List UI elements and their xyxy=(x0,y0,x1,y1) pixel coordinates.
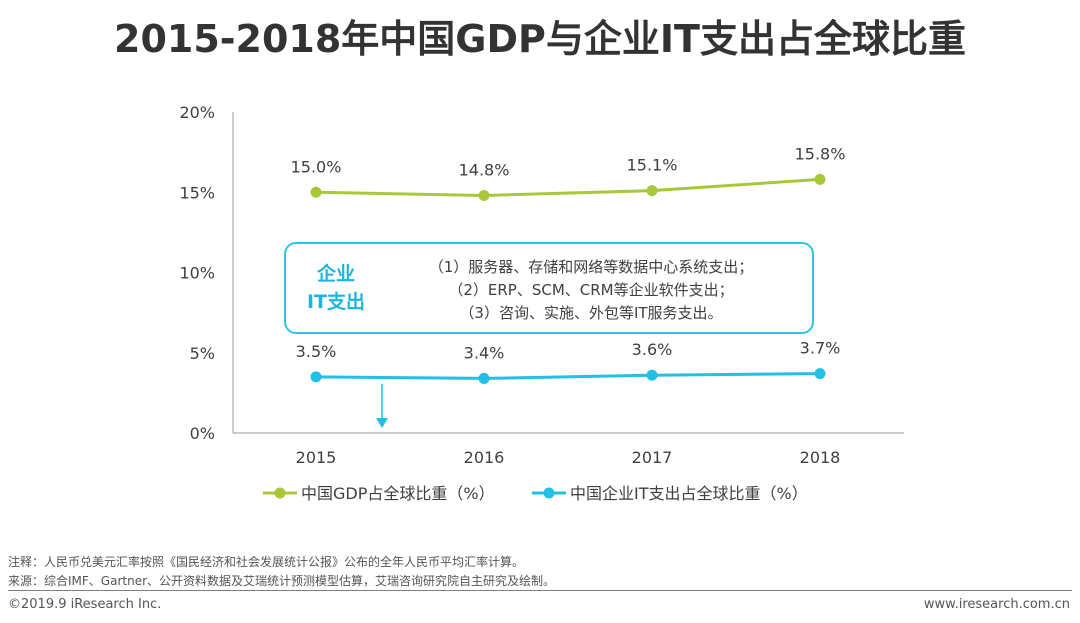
x-tick-label: 2017 xyxy=(632,448,673,467)
data-point xyxy=(646,369,658,381)
data-label: 15.1% xyxy=(627,156,678,175)
data-point xyxy=(478,189,490,201)
callout-label-line2: IT支出 xyxy=(306,291,366,313)
footnote: 注释：人民币兑美元汇率按照《国民经济和社会发展统计公报》公布的全年人民币平均汇率… xyxy=(8,555,525,569)
legend-label: 中国企业IT支出占全球比重（%） xyxy=(570,484,808,503)
data-label: 3.5% xyxy=(296,342,337,361)
y-tick-label: 10% xyxy=(179,264,215,283)
x-tick-label: 2016 xyxy=(464,448,505,467)
callout-label-line1: 企业 xyxy=(316,263,355,285)
it-spending-callout: 企业 IT支出 （1）服务器、存储和网络等数据中心系统支出； （2）ERP、SC… xyxy=(284,242,814,334)
page-title: 2015-2018年中国GDP与企业IT支出占全球比重 xyxy=(114,17,966,61)
callout-description: （1）服务器、存储和网络等数据中心系统支出； （2）ERP、SCM、CRM等企业… xyxy=(386,256,796,325)
y-tick-label: 20% xyxy=(179,103,215,122)
data-label: 3.4% xyxy=(464,343,505,362)
data-point xyxy=(310,186,322,198)
legend-marker xyxy=(543,487,555,499)
series-line xyxy=(315,372,821,380)
x-tick-label: 2015 xyxy=(296,448,337,467)
website-url: www.iresearch.com.cn xyxy=(923,597,1070,612)
series-line xyxy=(315,177,821,197)
data-point xyxy=(646,185,658,197)
data-point xyxy=(310,371,322,383)
copyright: ©2019.9 iResearch Inc. xyxy=(8,597,162,612)
data-label: 15.0% xyxy=(291,157,342,176)
callout-line: （3）咨询、实施、外包等IT服务支出。 xyxy=(459,304,723,322)
data-point xyxy=(478,372,490,384)
callout-line: （2）ERP、SCM、CRM等企业软件支出； xyxy=(448,281,734,299)
data-point xyxy=(814,173,826,185)
x-tick-label: 2018 xyxy=(800,448,841,467)
y-tick-label: 0% xyxy=(190,424,215,443)
y-tick-label: 5% xyxy=(190,344,215,363)
footer-divider xyxy=(8,590,1072,591)
legend-label: 中国GDP占全球比重（%） xyxy=(301,484,495,503)
data-label: 3.7% xyxy=(800,339,841,358)
callout-line: （1）服务器、存储和网络等数据中心系统支出； xyxy=(428,258,754,276)
callout-label: 企业 IT支出 xyxy=(296,260,376,316)
legend-marker xyxy=(274,487,286,499)
callout-arrow-head xyxy=(376,418,388,428)
data-label: 3.6% xyxy=(632,340,673,359)
line-chart: 0% 5% 10% 15% 20% 2015 2016 2017 2018 15.0% 14.8% 1… xyxy=(179,103,904,503)
y-tick-label: 15% xyxy=(179,183,215,202)
data-label: 15.8% xyxy=(795,144,846,163)
data-point xyxy=(814,368,826,380)
data-label: 14.8% xyxy=(459,160,510,179)
source-note: 来源：综合IMF、Gartner、公开资料数据及艾瑞统计预测模型估算，艾瑞咨询研… xyxy=(8,574,556,588)
